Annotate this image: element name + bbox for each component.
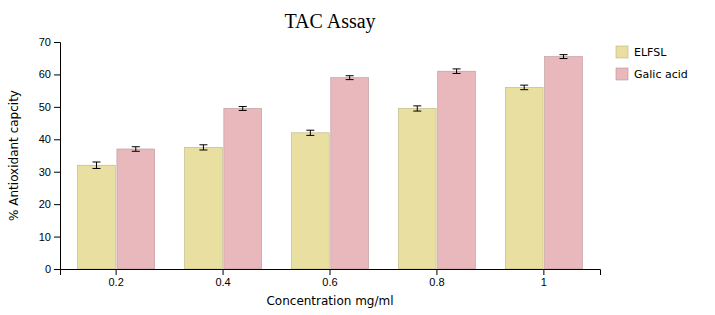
y-tick: 10 xyxy=(39,231,60,243)
y-tick-mark xyxy=(54,139,60,140)
x-axis: 0.2 0.4 0.6 0.8 1 xyxy=(61,269,601,288)
y-axis-title: % Antioxidant capcity xyxy=(7,90,21,221)
y-tick-mark xyxy=(54,74,60,75)
y-axis: 0 10 20 30 40 50 60 70 xyxy=(39,36,61,275)
legend: ELFSL Galic acid xyxy=(616,46,688,81)
y-tick: 20 xyxy=(39,198,60,210)
bar xyxy=(78,165,116,269)
legend-item: Galic acid xyxy=(616,68,688,81)
bar xyxy=(331,78,369,269)
title: TAC Assay xyxy=(284,10,375,33)
legend-label: ELFSL xyxy=(634,46,667,59)
y-tick-label: 10 xyxy=(39,231,51,243)
x-tick-mark xyxy=(116,269,117,275)
error-bar xyxy=(199,145,207,150)
bar xyxy=(438,71,476,269)
error-bar xyxy=(520,85,528,90)
y-tick-mark xyxy=(54,204,60,205)
x-tick-mark xyxy=(223,269,224,275)
x-tick: 1 xyxy=(541,269,547,288)
bar xyxy=(291,133,329,269)
x-tick-mark xyxy=(543,269,544,275)
error-bar xyxy=(132,147,140,152)
error-bar xyxy=(560,55,568,59)
x-axis-line xyxy=(61,270,601,276)
x-tick-mark xyxy=(330,269,331,275)
x-tick-mark xyxy=(436,269,437,275)
error-bar xyxy=(413,106,421,111)
y-tick-mark xyxy=(54,172,60,173)
bar xyxy=(545,57,583,269)
legend-label: Galic acid xyxy=(634,68,688,81)
bar xyxy=(398,108,436,269)
y-tick: 30 xyxy=(39,166,60,178)
error-bar xyxy=(92,162,100,168)
error-bar xyxy=(346,76,354,80)
x-tick: 0.8 xyxy=(429,269,444,288)
series xyxy=(117,55,582,269)
x-tick: 0.6 xyxy=(322,269,337,288)
bar xyxy=(185,147,223,269)
y-tick-mark xyxy=(54,269,60,270)
y-tick-mark xyxy=(54,237,60,238)
chart: 0 10 20 30 40 50 60 70 0.2 0.4 0.6 0.8 1 TAC Assay Con… xyxy=(0,0,715,315)
legend-swatch xyxy=(616,46,628,58)
x-tick-label: 1 xyxy=(541,276,547,288)
y-tick-label: 20 xyxy=(39,198,51,210)
bar xyxy=(505,87,543,269)
y-tick: 60 xyxy=(39,68,60,80)
y-tick-label: 30 xyxy=(39,166,51,178)
bar xyxy=(117,149,155,269)
x-tick-label: 0.4 xyxy=(215,276,230,288)
x-axis-title: Concentration mg/ml xyxy=(266,294,393,308)
y-tick-label: 40 xyxy=(39,133,51,145)
bar xyxy=(224,108,262,269)
x-tick: 0.2 xyxy=(108,269,123,288)
y-tick: 70 xyxy=(39,36,60,48)
y-tick: 50 xyxy=(39,101,60,113)
y-axis-line xyxy=(54,43,61,270)
x-tick-label: 0.6 xyxy=(322,276,337,288)
y-tick-label: 50 xyxy=(39,101,51,113)
y-tick-mark xyxy=(54,42,60,43)
error-bar xyxy=(453,69,461,74)
y-tick-label: 0 xyxy=(45,263,51,275)
y-tick-label: 70 xyxy=(39,36,51,48)
marks xyxy=(78,55,583,269)
x-tick-label: 0.8 xyxy=(429,276,444,288)
y-tick: 40 xyxy=(39,133,60,145)
x-tick-label: 0.2 xyxy=(108,276,123,288)
error-bar xyxy=(306,130,314,135)
y-tick-mark xyxy=(54,107,60,108)
plot-area: 0 10 20 30 40 50 60 70 0.2 0.4 0.6 0.8 1 xyxy=(39,36,601,288)
legend-item: ELFSL xyxy=(616,46,667,59)
y-tick: 0 xyxy=(45,263,60,275)
x-tick: 0.4 xyxy=(215,269,230,288)
error-bar xyxy=(239,107,247,111)
y-tick-label: 60 xyxy=(39,68,51,80)
legend-swatch xyxy=(616,68,628,80)
